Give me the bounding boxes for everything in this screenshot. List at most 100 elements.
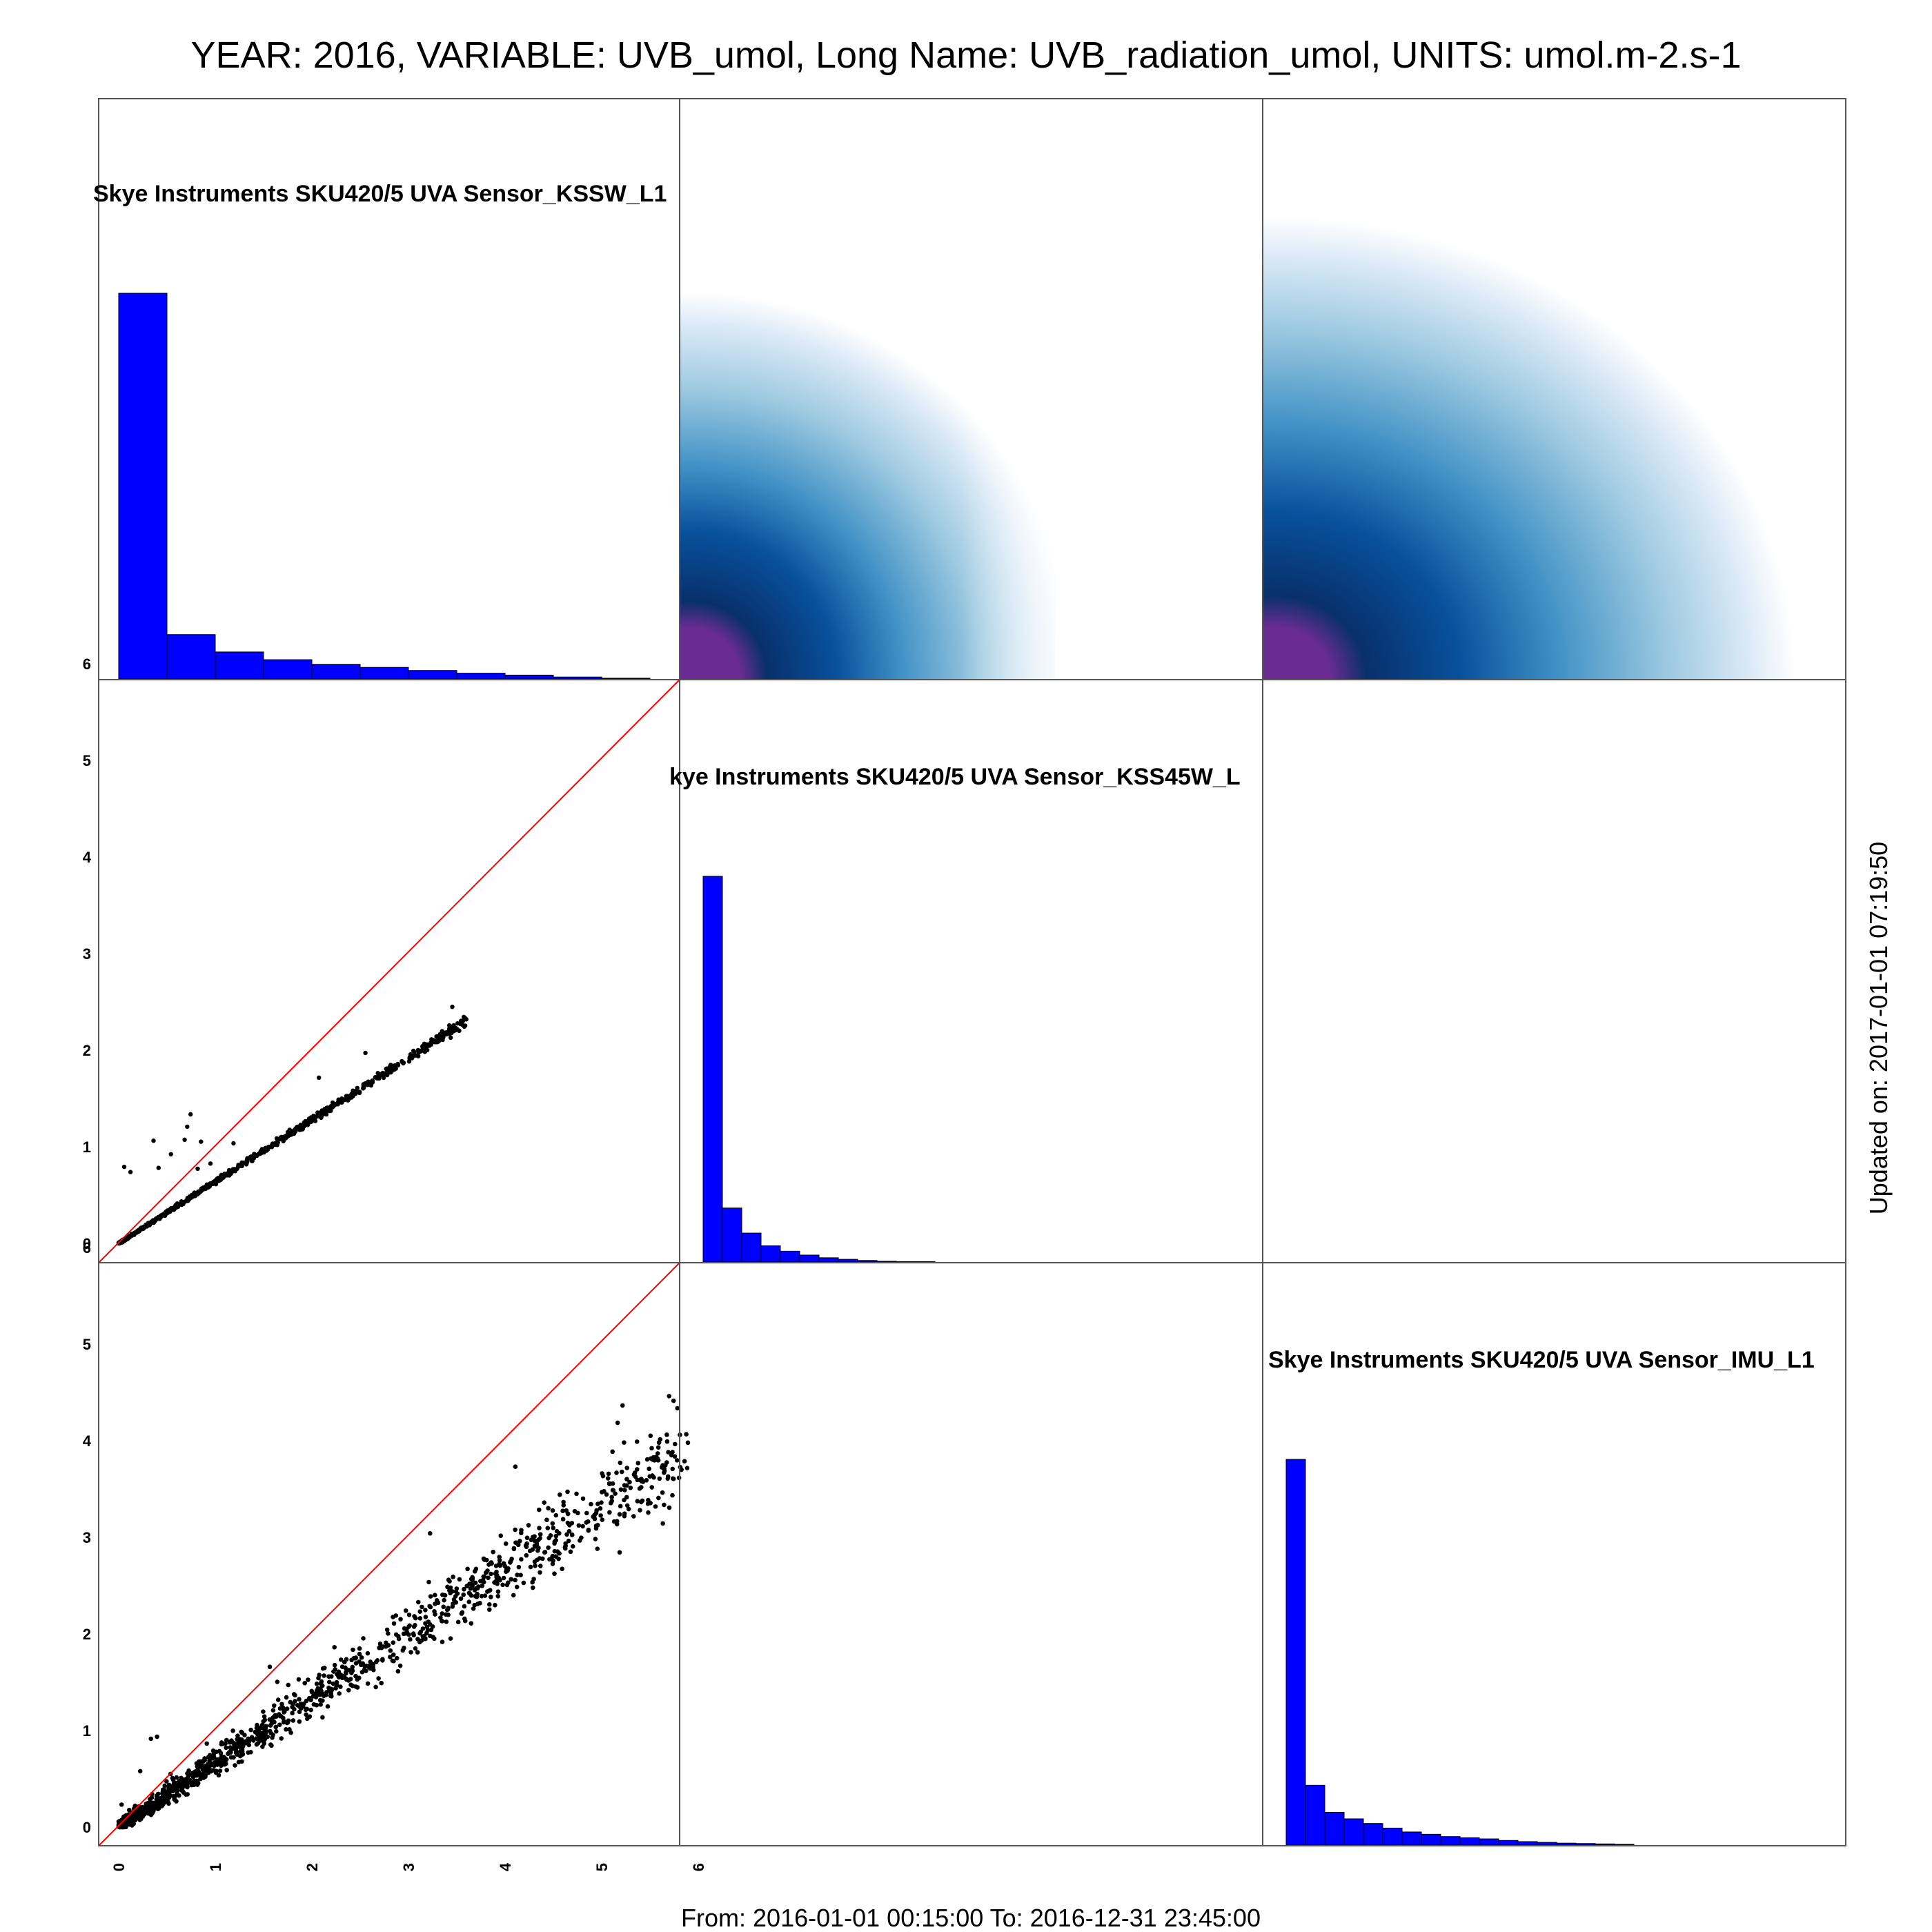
scatter-point xyxy=(628,1486,633,1490)
histogram-bar xyxy=(1556,1842,1577,1846)
scatter-point xyxy=(533,1564,538,1568)
scatter-point xyxy=(174,1799,179,1804)
histogram-bar xyxy=(1305,1784,1325,1846)
scatter-point xyxy=(530,1547,535,1552)
scatter-point xyxy=(350,1684,355,1688)
scatter-point xyxy=(673,1441,678,1447)
scatter-point xyxy=(684,1432,689,1437)
scatter-point xyxy=(375,1658,380,1663)
y-tick-label: 0 xyxy=(83,1819,91,1836)
scatter-point xyxy=(664,1439,670,1444)
scatter-point xyxy=(246,1742,251,1748)
scatter-point xyxy=(194,1778,199,1784)
scatter-point xyxy=(568,1549,573,1554)
scatter-point xyxy=(435,1040,440,1045)
scatter-point xyxy=(151,1220,157,1225)
scatter-point xyxy=(482,1557,487,1562)
scatter-point xyxy=(397,1663,403,1668)
scatter-point xyxy=(166,1800,170,1804)
scatter-point xyxy=(646,1510,651,1515)
scatter-point xyxy=(290,1718,296,1723)
scatter-point xyxy=(469,1621,473,1626)
panel-title-kssw: Skye Instruments SKU420/5 UVA Sensor_KSS… xyxy=(93,181,667,207)
scatter-point xyxy=(635,1467,640,1472)
scatter-point xyxy=(181,1777,186,1782)
scatter-point xyxy=(338,1684,343,1689)
scatter-point xyxy=(353,1674,358,1679)
scatter-point xyxy=(485,1589,490,1594)
figure-title: YEAR: 2016, VARIABLE: UVB_umol, Long Nam… xyxy=(191,34,1742,76)
scatter-point xyxy=(438,1615,443,1620)
scatter-point xyxy=(511,1546,517,1552)
y-tick-label: 0 xyxy=(83,1235,91,1252)
scatter-point xyxy=(408,1637,413,1642)
scatter-point xyxy=(411,1048,416,1054)
scatter-point xyxy=(468,1586,473,1591)
scatter-point xyxy=(360,1661,365,1666)
scatter-point xyxy=(250,1737,255,1742)
scatter-point xyxy=(255,1722,259,1728)
scatter-point xyxy=(318,1110,323,1115)
scatter-point xyxy=(606,1476,611,1481)
y-tick-label: 3 xyxy=(83,945,91,963)
scatter-point xyxy=(279,1702,284,1706)
scatter-point xyxy=(586,1528,591,1532)
scatter-point xyxy=(395,1669,401,1674)
scatter-point xyxy=(471,1606,476,1611)
scatter-point xyxy=(620,1403,625,1408)
scatter-point xyxy=(393,1613,398,1618)
scatter-point xyxy=(201,1759,206,1764)
scatter-point xyxy=(497,1563,502,1568)
scatter-point xyxy=(395,1655,400,1661)
scatter-point xyxy=(550,1554,555,1559)
scatter-point xyxy=(415,1047,421,1053)
scatter-point xyxy=(558,1492,562,1497)
scatter-point xyxy=(388,1655,393,1659)
scatter-point xyxy=(204,1741,209,1746)
scatter-point xyxy=(206,1755,211,1759)
scatter-point xyxy=(575,1510,580,1515)
scatter-point xyxy=(355,1085,359,1091)
histogram-bar xyxy=(702,876,723,1263)
scatter-point xyxy=(618,1504,623,1509)
scatter-point xyxy=(625,1503,630,1508)
scatter-point xyxy=(672,1454,678,1459)
scatter-point xyxy=(282,1710,286,1715)
scatter-point xyxy=(373,1684,378,1690)
scatter-point xyxy=(322,1673,326,1678)
scatter-point xyxy=(208,1161,213,1166)
scatter-point xyxy=(515,1584,520,1590)
histogram-bar xyxy=(456,673,506,680)
scatter-point xyxy=(524,1553,529,1558)
scatter-point xyxy=(390,1658,395,1663)
scatter-point xyxy=(433,1612,437,1617)
scatter-point xyxy=(185,1784,190,1790)
scatter-point xyxy=(602,1489,607,1494)
scatter-point xyxy=(644,1478,649,1483)
scatter-point xyxy=(631,1472,637,1477)
scatter-point xyxy=(578,1538,582,1543)
scatter-point xyxy=(504,1541,509,1546)
scatter-point xyxy=(420,1604,424,1610)
scatter-point xyxy=(425,1043,430,1049)
density-panel-1-3 xyxy=(1263,99,1804,680)
scatter-point xyxy=(609,1501,613,1506)
scatter-point xyxy=(456,1619,461,1624)
scatter-point xyxy=(560,1517,566,1521)
scatter-point xyxy=(494,1578,499,1584)
histogram-bar xyxy=(1343,1818,1364,1846)
scatter-point xyxy=(137,1804,141,1809)
histogram-bar xyxy=(311,664,361,680)
histogram-bar xyxy=(263,659,313,680)
panel-title-imu: Skye Instruments SKU420/5 UVA Sensor_IMU… xyxy=(1268,1347,1815,1373)
scatter-point xyxy=(386,1631,391,1636)
scatter-point xyxy=(148,1736,153,1742)
scatter-point xyxy=(293,1129,298,1134)
scatter-point xyxy=(635,1439,640,1444)
scatter-point xyxy=(646,1497,651,1503)
scatter-point xyxy=(666,1450,671,1455)
scatter-point xyxy=(314,1703,319,1708)
scatter-point xyxy=(428,1041,433,1046)
scatter-point xyxy=(321,1693,326,1698)
scatter-point xyxy=(451,1575,455,1579)
